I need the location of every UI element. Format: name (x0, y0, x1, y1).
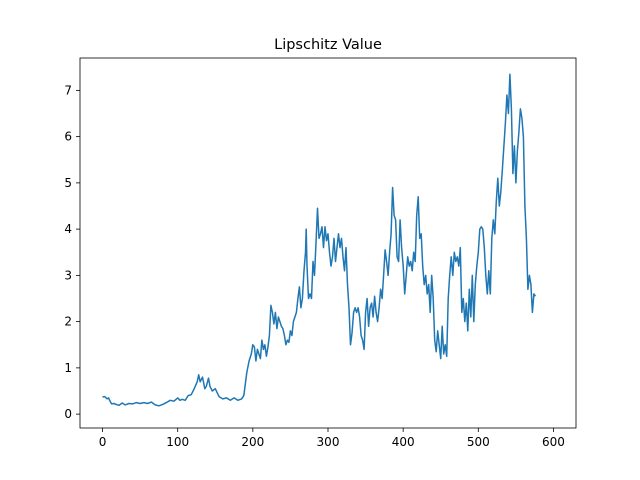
y-axis: 0 1 2 3 4 5 6 7 (64, 83, 80, 421)
y-tick-label: 3 (64, 268, 72, 282)
y-tick-label: 6 (64, 130, 72, 144)
x-tick-label: 500 (467, 435, 490, 449)
x-tick-label: 400 (392, 435, 415, 449)
x-tick-label: 600 (542, 435, 565, 449)
y-tick-label: 4 (64, 222, 72, 236)
y-tick-label: 5 (64, 176, 72, 190)
x-tick-label: 0 (99, 435, 107, 449)
chart-title: Lipschitz Value (274, 37, 382, 53)
x-axis: 0 100 200 300 400 500 600 (99, 428, 565, 449)
x-tick-label: 300 (317, 435, 340, 449)
plot-frame (79, 57, 577, 429)
x-tick-label: 200 (241, 435, 264, 449)
y-tick-label: 2 (64, 315, 72, 329)
plot-marks (102, 73, 537, 407)
x-tick-label: 100 (166, 435, 189, 449)
series-line-0 (102, 73, 537, 407)
y-tick-label: 7 (64, 83, 72, 97)
y-tick-label: 0 (64, 407, 72, 421)
y-tick-label: 1 (64, 361, 72, 375)
